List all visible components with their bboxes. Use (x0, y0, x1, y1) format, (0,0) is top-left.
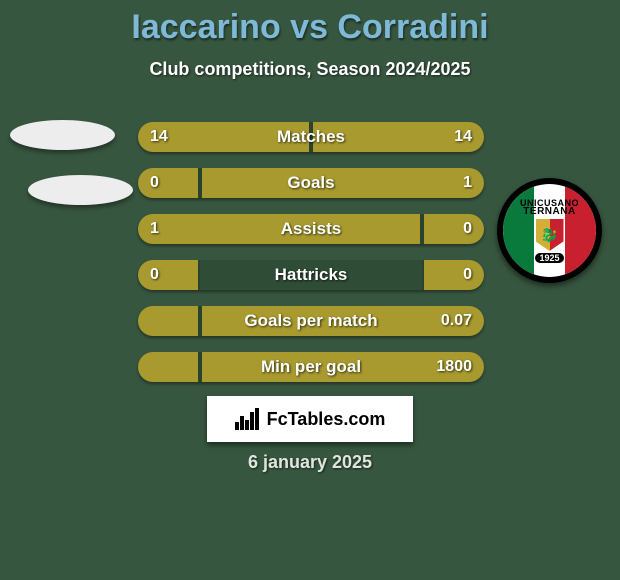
badge-center: UNICUSANO TERNANA 🐉 1925 (503, 184, 596, 277)
bar-label: Goals per match (138, 306, 484, 336)
comparison-bars: Matches1414Goals01Assists10Hattricks00Go… (138, 122, 484, 398)
footer-brand-text: FcTables.com (267, 409, 386, 430)
badge-text-mid: TERNANA (523, 206, 575, 217)
stat-bar-row: Min per goal1800 (138, 352, 484, 382)
bar-value-right: 0 (463, 260, 472, 290)
bar-value-right: 0 (463, 214, 472, 244)
comparison-infographic: Iaccarino vs Corradini Club competitions… (0, 0, 620, 580)
bar-label: Goals (138, 168, 484, 198)
oval-shape (28, 175, 133, 205)
footer-brand: FcTables.com (207, 396, 413, 442)
stat-bar-row: Matches14 14 (138, 122, 484, 152)
badge-shield: 🐉 (536, 219, 564, 251)
footer-date: 6 january 2025 (0, 452, 620, 473)
left-player-placeholder (10, 120, 133, 230)
dragon-icon: 🐉 (541, 227, 558, 244)
page-title: Iaccarino vs Corradini (0, 0, 620, 47)
bar-value-left: 14 (150, 122, 168, 152)
stat-bar-row: Hattricks0 0 (138, 260, 484, 290)
right-club-badge: UNICUSANO TERNANA 🐉 1925 (497, 178, 612, 303)
bar-label: Matches (138, 122, 484, 152)
bar-value-right: 1 (463, 168, 472, 198)
bar-chart-icon (235, 408, 261, 430)
bar-label: Min per goal (138, 352, 484, 382)
bar-value-right: 0.07 (441, 306, 472, 336)
stat-bar-row: Goals0 1 (138, 168, 484, 198)
badge-circle: UNICUSANO TERNANA 🐉 1925 (497, 178, 602, 283)
bar-value-right: 1800 (436, 352, 472, 382)
subtitle: Club competitions, Season 2024/2025 (0, 59, 620, 80)
bar-value-left: 1 (150, 214, 159, 244)
stat-bar-row: Goals per match0.07 (138, 306, 484, 336)
oval-shape (10, 120, 115, 150)
bar-value-left: 0 (150, 168, 159, 198)
badge-year: 1925 (535, 253, 563, 263)
bar-label: Assists (138, 214, 484, 244)
bar-value-left: 0 (150, 260, 159, 290)
bar-label: Hattricks (138, 260, 484, 290)
stat-bar-row: Assists1 0 (138, 214, 484, 244)
bar-value-right: 14 (454, 122, 472, 152)
